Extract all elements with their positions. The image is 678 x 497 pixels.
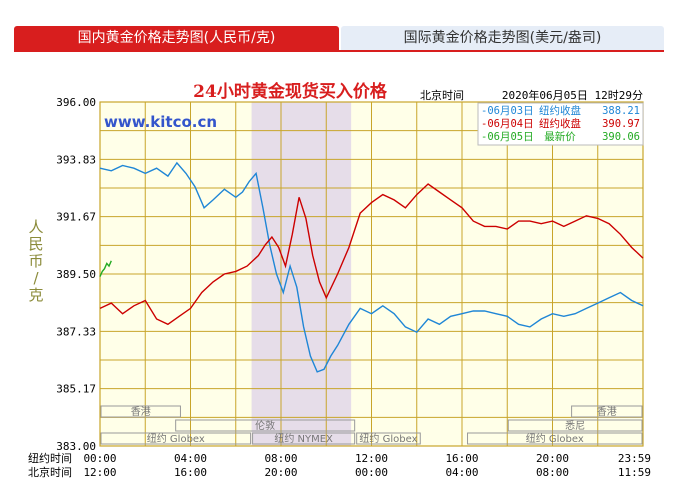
legend-label: 纽约收盘 xyxy=(539,117,581,130)
header-time-label: 北京时间 xyxy=(420,88,464,102)
session-bar-label: 香港 xyxy=(131,406,151,418)
legend-label: 最新价 xyxy=(544,130,576,143)
y-axis-label-char: 人 xyxy=(28,218,43,236)
session-bar xyxy=(252,432,356,445)
y-tick-label: 389.50 xyxy=(56,268,96,281)
x-tick-label: 12:00 xyxy=(83,466,116,479)
x-tick-label: 00:00 xyxy=(83,452,116,465)
session-bar-label: 纽约 NYMEX xyxy=(274,432,333,445)
x-tick-label: 12:00 xyxy=(355,452,388,465)
tab-underline xyxy=(14,50,664,52)
x-tick-label: 04:00 xyxy=(445,466,478,479)
series-line-06月05日 xyxy=(99,260,112,277)
tab-international-gold-price[interactable]: 国际黄金价格走势图(美元/盎司) xyxy=(341,26,664,50)
x-tick-label: 04:00 xyxy=(174,452,207,465)
y-tick-label: 387.33 xyxy=(56,325,96,338)
x-tick-label: 08:00 xyxy=(264,452,297,465)
tab-domestic-gold-price[interactable]: 国内黄金价格走势图(人民币/克) xyxy=(14,26,339,50)
session-bar xyxy=(467,432,643,445)
legend-name: -06月03日 xyxy=(481,105,534,117)
y-tick-label: 393.83 xyxy=(56,153,96,166)
session-bar-label: 纽约 Globex xyxy=(526,432,584,445)
y-tick-label: 385.17 xyxy=(56,383,96,396)
y-tick-label: 391.67 xyxy=(56,211,96,224)
x-row-label: 纽约时间 xyxy=(28,451,72,465)
session-bar xyxy=(100,432,252,445)
x-tick-label: 20:00 xyxy=(264,466,297,479)
plot-border xyxy=(99,101,644,447)
kitco-logo: www.kitco.cn xyxy=(104,113,217,131)
series-line-06月04日 xyxy=(99,183,644,326)
session-bar-label: 纽约 Globex xyxy=(147,432,205,445)
x-tick-label: 16:00 xyxy=(445,452,478,465)
legend-box xyxy=(477,102,644,146)
series-line-06月03日 xyxy=(99,161,644,373)
session-bar-label: 纽约 Globex xyxy=(359,432,417,445)
session-bar xyxy=(100,405,181,418)
y-tick-label: 383.00 xyxy=(56,440,96,453)
y-tick-label: 396.00 xyxy=(56,96,96,109)
legend-value: 390.97 xyxy=(602,118,640,130)
x-row-label: 北京时间 xyxy=(28,465,72,479)
y-axis-label-char: 民 xyxy=(28,235,43,253)
session-bar xyxy=(571,405,643,418)
y-axis-label-char: 币 xyxy=(28,252,43,270)
legend-name: -06月05日 xyxy=(481,131,534,143)
session-bar xyxy=(356,432,421,445)
header-datetime: 2020年06月05日 12时29分 xyxy=(502,88,643,102)
legend-name: -06月04日 xyxy=(481,118,534,130)
x-tick-label: 16:00 xyxy=(174,466,207,479)
x-tick-label: 00:00 xyxy=(355,466,388,479)
x-tick-label: 11:59 xyxy=(618,466,651,479)
legend-value: 388.21 xyxy=(602,105,640,117)
session-bar xyxy=(507,419,643,432)
session-bar-label: 伦敦 xyxy=(255,419,275,432)
y-axis-label-char: / xyxy=(33,269,39,287)
x-tick-label: 20:00 xyxy=(536,452,569,465)
x-tick-label: 08:00 xyxy=(536,466,569,479)
chart-title: 24小时黄金现货买入价格 xyxy=(193,81,388,102)
y-axis-label-char: 克 xyxy=(28,286,43,304)
session-bar-label: 悉尼 xyxy=(565,420,585,432)
legend-label: 纽约收盘 xyxy=(539,104,581,117)
tab-bar: 国内黄金价格走势图(人民币/克) 国际黄金价格走势图(美元/盎司) xyxy=(14,26,664,52)
session-bar-label: 香港 xyxy=(597,406,617,418)
session-bar xyxy=(175,419,356,432)
legend-value: 390.06 xyxy=(602,131,640,143)
x-tick-label: 23:59 xyxy=(618,452,651,465)
